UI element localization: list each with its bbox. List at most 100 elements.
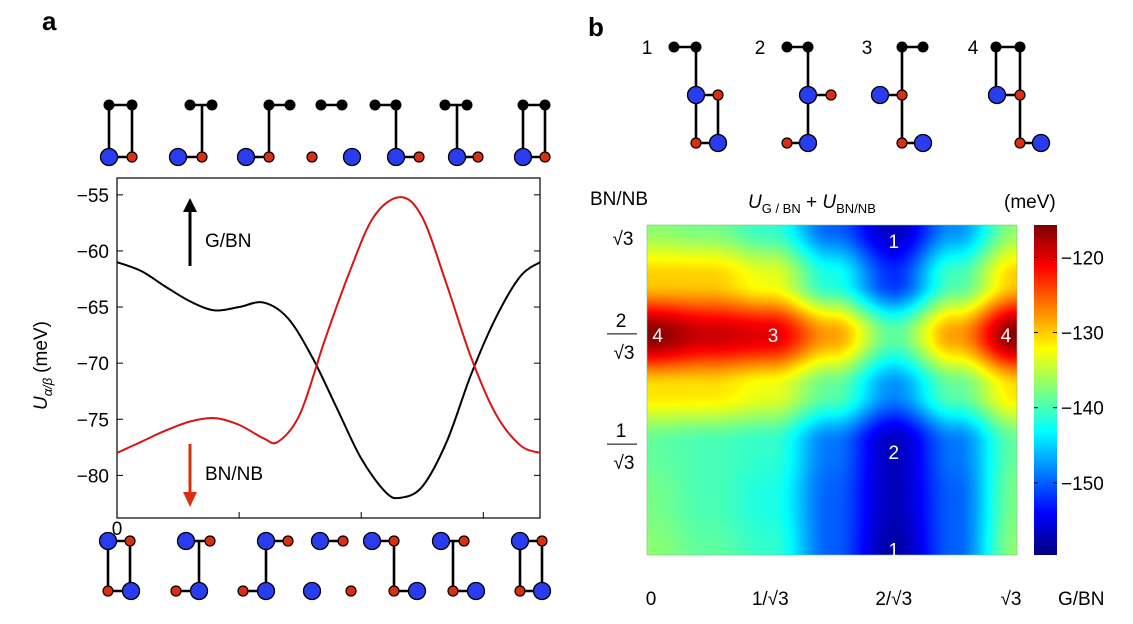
nitrogen-atom-icon bbox=[712, 89, 724, 101]
carbon-atom-icon bbox=[917, 41, 929, 53]
colorbar-tick-label: −120 bbox=[1061, 248, 1104, 269]
boron-atom-icon bbox=[121, 581, 141, 601]
boron-atom-icon bbox=[987, 85, 1007, 105]
structure-label: 3 bbox=[862, 38, 873, 59]
y-tick-numerator: 1 bbox=[616, 421, 627, 442]
structure-icon bbox=[987, 41, 1051, 153]
boron-atom-icon bbox=[513, 147, 533, 167]
nitrogen-atom-icon bbox=[204, 535, 216, 547]
structure-point-label: 1 bbox=[888, 540, 899, 561]
boron-atom-icon bbox=[913, 133, 933, 153]
nitrogen-atom-icon bbox=[170, 585, 182, 597]
boron-atom-icon bbox=[431, 531, 451, 551]
structure-icon bbox=[439, 99, 484, 167]
carbon-atom-icon bbox=[315, 99, 327, 111]
nitrogen-atom-icon bbox=[388, 535, 400, 547]
nitrogen-atom-icon bbox=[690, 137, 702, 149]
y-tick-numerator: 2 bbox=[616, 311, 627, 332]
panel-label-a: a bbox=[42, 6, 57, 36]
structure-point-label: 1 bbox=[888, 232, 899, 253]
structure-icon bbox=[870, 41, 933, 153]
nitrogen-atom-icon bbox=[781, 137, 793, 149]
carbon-atom-icon bbox=[336, 99, 348, 111]
y-axis-label: Uα/β(meV) bbox=[31, 321, 55, 410]
x-axis-label: G/BN bbox=[1058, 589, 1104, 610]
carbon-atom-icon bbox=[390, 99, 402, 111]
carbon-atom-icon bbox=[103, 99, 115, 111]
carbon-atom-icon bbox=[539, 99, 551, 111]
nitrogen-atom-icon bbox=[282, 535, 294, 547]
heatmap-image bbox=[647, 225, 1017, 555]
structure-icon bbox=[513, 99, 551, 167]
nitrogen-atom-icon bbox=[337, 535, 349, 547]
nitrogen-atom-icon bbox=[447, 585, 459, 597]
heatmap-title: UG / BN + UBN/NB bbox=[748, 192, 876, 216]
nitrogen-atom-icon bbox=[196, 151, 208, 163]
structure-icon bbox=[98, 531, 141, 601]
x-tick-label: √3 bbox=[1001, 589, 1022, 610]
y-tick-label: −60 bbox=[77, 242, 109, 263]
y-tick-label: −55 bbox=[77, 186, 109, 207]
structure-point-label: 4 bbox=[1001, 326, 1012, 347]
arrowhead-up-icon bbox=[183, 198, 197, 212]
structure-point-label: 3 bbox=[768, 326, 779, 347]
colorbar-tick-label: −130 bbox=[1061, 323, 1104, 344]
carbon-atom-icon bbox=[802, 41, 814, 53]
colorbar-tick-label: −140 bbox=[1061, 399, 1104, 420]
carbon-atom-icon bbox=[896, 41, 908, 53]
boron-atom-icon bbox=[99, 147, 119, 167]
structure-point-label: 2 bbox=[888, 443, 899, 464]
carbon-atom-icon bbox=[1014, 41, 1026, 53]
panel-label-b: b bbox=[588, 12, 604, 42]
nitrogen-atom-icon bbox=[539, 151, 551, 163]
structure-icon bbox=[302, 531, 357, 601]
nitrogen-atom-icon bbox=[388, 585, 400, 597]
carbon-atom-icon bbox=[284, 99, 296, 111]
boron-atom-icon bbox=[342, 147, 362, 167]
annotation-bn-nb: BN/NB bbox=[205, 464, 263, 485]
structure-icon bbox=[362, 531, 427, 601]
boron-atom-icon bbox=[98, 531, 118, 551]
structure-label: 2 bbox=[755, 38, 766, 59]
structure-icon bbox=[170, 531, 216, 601]
structure-icon bbox=[236, 99, 296, 167]
annotation-g-bn: G/BN bbox=[205, 231, 251, 252]
boron-atom-icon bbox=[310, 531, 330, 551]
heatmap-frame bbox=[646, 224, 1018, 556]
nitrogen-atom-icon bbox=[1014, 89, 1026, 101]
carbon-atom-icon bbox=[461, 99, 473, 111]
nitrogen-atom-icon bbox=[124, 535, 136, 547]
nitrogen-atom-icon bbox=[1014, 137, 1026, 149]
boron-atom-icon bbox=[686, 85, 706, 105]
nitrogen-atom-icon bbox=[896, 89, 908, 101]
y-axis-label: BN/NB bbox=[590, 189, 648, 210]
boron-atom-icon bbox=[1031, 133, 1051, 153]
structure-icon bbox=[237, 531, 294, 601]
boron-atom-icon bbox=[189, 581, 209, 601]
x-tick-label: 2/√3 bbox=[875, 589, 912, 610]
carbon-atom-icon bbox=[781, 41, 793, 53]
boron-atom-icon bbox=[407, 581, 427, 601]
nitrogen-atom-icon bbox=[126, 151, 138, 163]
nitrogen-atom-icon bbox=[413, 151, 425, 163]
carbon-atom-icon bbox=[369, 99, 381, 111]
boron-atom-icon bbox=[510, 531, 530, 551]
carbon-atom-icon bbox=[517, 99, 529, 111]
carbon-atom-icon bbox=[126, 99, 138, 111]
structure-icon bbox=[369, 99, 425, 167]
boron-atom-icon bbox=[708, 133, 728, 153]
nitrogen-atom-icon bbox=[896, 137, 908, 149]
arrowhead-down-icon bbox=[183, 492, 197, 507]
carbon-atom-icon bbox=[184, 99, 196, 111]
y-tick-label: −80 bbox=[77, 466, 109, 487]
boron-atom-icon bbox=[236, 147, 256, 167]
structure-icon bbox=[510, 531, 552, 601]
boron-atom-icon bbox=[386, 147, 406, 167]
structure-label: 1 bbox=[642, 38, 653, 59]
structure-icon bbox=[99, 99, 138, 167]
boron-atom-icon bbox=[256, 531, 276, 551]
structures-bottom-row bbox=[98, 531, 552, 601]
nitrogen-atom-icon bbox=[345, 585, 357, 597]
y-tick-label: −65 bbox=[77, 298, 109, 319]
nitrogen-atom-icon bbox=[102, 585, 114, 597]
